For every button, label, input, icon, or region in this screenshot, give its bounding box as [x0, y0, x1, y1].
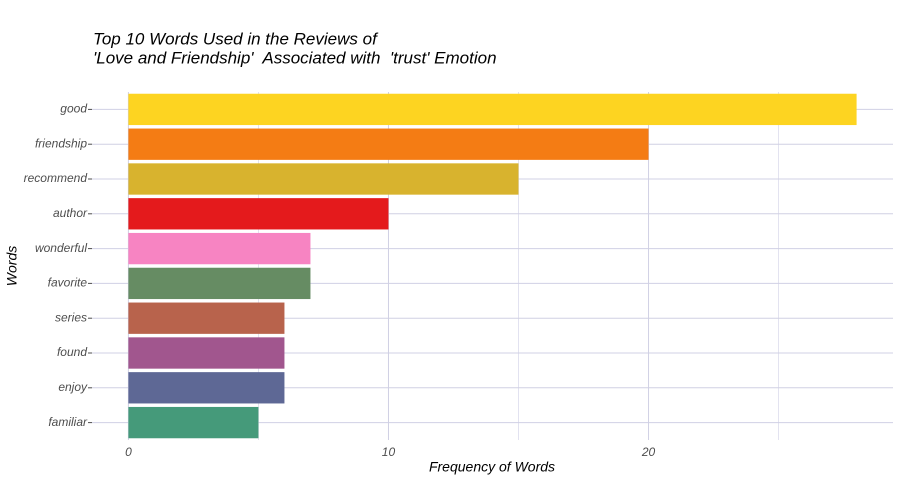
- x-tick-label: 10: [382, 445, 396, 459]
- bar: [128, 267, 311, 300]
- x-tick-label: 0: [125, 445, 132, 459]
- y-tick-label: recommend: [24, 171, 88, 185]
- bar: [128, 93, 857, 126]
- bar: [128, 163, 519, 195]
- chart-title: Top 10 Words Used in the Reviews of: [93, 29, 379, 48]
- x-axis-title: Frequency of Words: [429, 459, 555, 475]
- bar: [128, 406, 259, 439]
- y-tick-label: favorite: [48, 276, 88, 290]
- y-tick-label: good: [60, 102, 87, 116]
- bar: [128, 128, 649, 160]
- bar: [128, 302, 285, 334]
- y-tick-label: enjoy: [58, 380, 88, 394]
- bar: [128, 372, 285, 404]
- bar: [128, 337, 285, 369]
- y-tick-label: series: [55, 310, 87, 324]
- y-tick-label: familiar: [48, 415, 88, 429]
- x-tick-label: 20: [641, 445, 656, 459]
- bar: [128, 198, 389, 230]
- y-tick-label: found: [57, 345, 87, 359]
- y-tick-label: wonderful: [35, 241, 87, 255]
- y-tick-label: friendship: [35, 136, 87, 150]
- bar: [128, 232, 311, 265]
- y-tick-label: author: [53, 206, 88, 220]
- y-axis-title: Words: [4, 246, 20, 286]
- chart-title: 'Love and Friendship' Associated with 't…: [93, 48, 497, 67]
